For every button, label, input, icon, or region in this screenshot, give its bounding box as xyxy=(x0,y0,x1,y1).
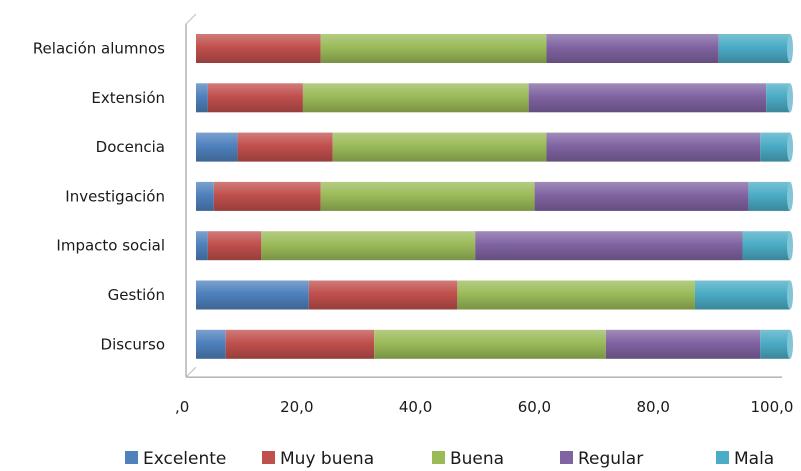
bar-end-cap xyxy=(787,329,793,359)
bar-discurso-muy-buena xyxy=(225,329,375,359)
bar-end-cap xyxy=(787,83,793,113)
bar-docencia-muy-buena xyxy=(237,132,333,162)
bar-docencia-excelente xyxy=(196,132,238,162)
category-label-gestion: Gestión xyxy=(108,286,165,304)
category-label-relacion-alumnos: Relación alumnos xyxy=(33,40,165,58)
bar-relacion-alumnos-mala xyxy=(718,34,790,63)
chart-axes xyxy=(185,13,782,378)
legend-label-excelente: Excelente xyxy=(143,449,226,469)
bar-extension-mala xyxy=(766,83,790,113)
bar-impacto-social-muy-buena xyxy=(207,231,262,261)
legend-label-mala: Mala xyxy=(734,449,774,469)
bar-end-cap xyxy=(787,132,793,162)
legend-swatch-muy-buena xyxy=(262,451,275,464)
x-tick-label: 80,0 xyxy=(636,398,669,416)
x-tick-labels: ,0 20,0 40,0 60,0 80,0 100,0 xyxy=(175,398,793,416)
x-tick-label: 20,0 xyxy=(280,398,313,416)
bar-end-cap xyxy=(787,280,793,310)
bar-end-cap xyxy=(787,231,793,261)
bar-discurso-excelente xyxy=(196,329,226,359)
bar-extension-regular xyxy=(528,83,767,113)
bar-impacto-social-regular xyxy=(475,231,743,261)
category-label-investigacion: Investigación xyxy=(65,187,165,205)
x-tick-label: 40,0 xyxy=(399,398,432,416)
category-label-docencia: Docencia xyxy=(96,138,165,156)
bar-docencia-buena xyxy=(332,132,547,162)
bar-extension-buena xyxy=(302,83,529,113)
bar-discurso-buena xyxy=(374,329,606,359)
x-tick-label: ,0 xyxy=(175,398,189,416)
bar-gestion-muy-buena xyxy=(308,280,458,310)
bar-investigacion-muy-buena xyxy=(213,181,321,211)
bar-gestion-excelente xyxy=(196,280,309,310)
legend-label-buena: Buena xyxy=(450,449,504,469)
legend-label-regular: Regular xyxy=(578,449,643,469)
category-labels: Relación alumnos Extensión Docencia Investi… xyxy=(33,40,165,354)
bar-relacion-alumnos-regular xyxy=(546,34,719,63)
category-label-discurso: Discurso xyxy=(101,335,165,353)
y-axis-depth-line xyxy=(185,13,197,25)
legend-swatch-regular xyxy=(560,451,573,464)
bar-docencia-regular xyxy=(546,132,761,162)
bar-gestion-mala xyxy=(694,280,790,310)
bar-extension-excelente xyxy=(196,83,208,113)
bar-end-cap xyxy=(787,34,793,63)
bar-impacto-social-excelente xyxy=(196,231,208,261)
bar-impacto-social-buena xyxy=(261,231,476,261)
bar-extension-muy-buena xyxy=(207,83,303,113)
bar-investigacion-excelente xyxy=(196,181,214,211)
bar-relacion-alumnos-muy-buena xyxy=(196,34,321,63)
bar-docencia-mala xyxy=(760,132,790,162)
legend-label-muy-buena: Muy buena xyxy=(280,449,374,469)
bar-end-cap xyxy=(787,181,793,211)
bar-gestion-buena xyxy=(457,280,695,310)
legend-swatch-buena xyxy=(432,451,445,464)
category-label-impacto-social: Impacto social xyxy=(56,237,165,255)
bar-relacion-alumnos-buena xyxy=(320,34,547,63)
bar-investigacion-buena xyxy=(320,181,535,211)
category-label-extension: Extensión xyxy=(91,89,165,107)
bar-investigacion-mala xyxy=(748,181,790,211)
bar-investigacion-regular xyxy=(534,181,749,211)
chart-legend: Excelente Muy buena Buena Regular Mala xyxy=(125,449,774,469)
bar-discurso-regular xyxy=(605,329,761,359)
x-tick-label: 60,0 xyxy=(518,398,551,416)
legend-swatch-excelente xyxy=(125,451,138,464)
bar-impacto-social-mala xyxy=(742,231,790,261)
chart-bars xyxy=(196,34,793,359)
x-tick-label: 100,0 xyxy=(751,398,794,416)
x-axis-depth-line xyxy=(185,366,197,378)
bar-discurso-mala xyxy=(760,329,790,359)
legend-swatch-mala xyxy=(716,451,729,464)
